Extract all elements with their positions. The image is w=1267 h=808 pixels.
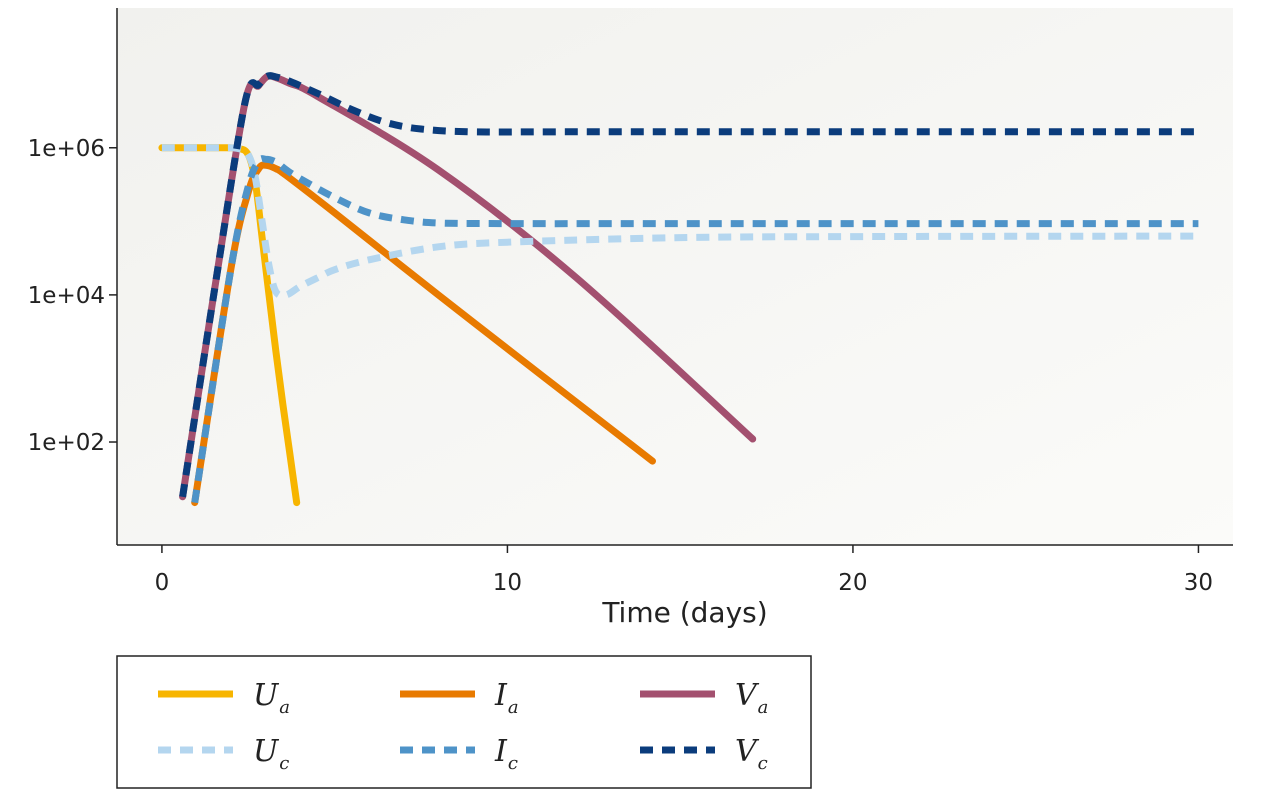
x-tick-label: 0 — [155, 570, 170, 596]
legend: Ua Ia Va Uc Ic Vc — [116, 655, 812, 789]
legend-label-i-a: Ia — [494, 678, 519, 718]
legend-label-u-c: Uc — [253, 734, 289, 774]
x-tick-label: 30 — [1184, 570, 1213, 596]
series-layer — [158, 72, 1199, 507]
x-tick-label: 20 — [838, 570, 867, 596]
series-line-i-a — [191, 161, 656, 507]
x-axis-title: Time (days) — [601, 596, 767, 629]
series-line-v-c — [179, 72, 1199, 498]
legend-label-v-c: Vc — [735, 734, 768, 774]
series-line-i-c — [191, 155, 1199, 504]
legend-label-u-a: Ua — [253, 678, 290, 718]
legend-box — [116, 655, 812, 789]
legend-label-v-a: Va — [735, 678, 768, 718]
y-tick-label: 1e+04 — [28, 283, 105, 309]
y-tick-label: 1e+06 — [28, 136, 105, 162]
series-line-u-c — [161, 144, 1199, 300]
axes-layer: 0 10 20 30 1e+02 1e+04 1e+06 — [28, 8, 1233, 596]
x-tick-label: 10 — [493, 570, 522, 596]
legend-label-i-c: Ic — [494, 734, 518, 774]
y-tick-label: 1e+02 — [28, 430, 105, 456]
plot-panel — [117, 8, 1233, 545]
